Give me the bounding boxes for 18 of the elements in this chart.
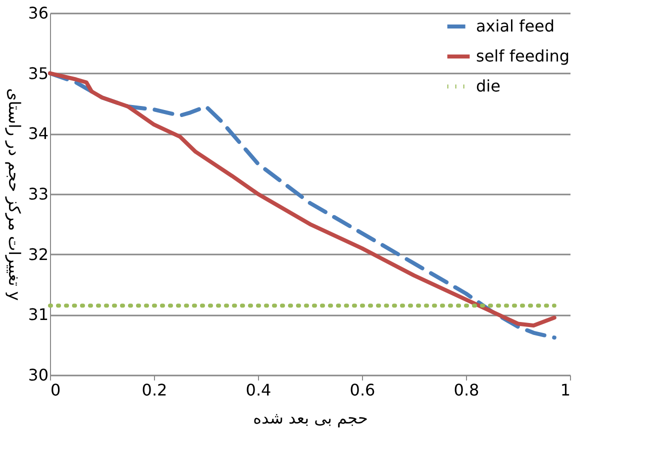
y-tick-label: 32 [28,244,48,264]
legend-label: self feeding [476,46,570,66]
y-tick-label: 30 [28,366,48,384]
y-tick-label: 36 [28,4,48,22]
x-tick-label: 0.6 [350,380,376,400]
y-tick-label: 35 [28,64,48,83]
x-tick-label: 1 [560,380,570,400]
x-tick-label: 0.8 [454,380,480,400]
y-tick-label: 34 [28,124,48,144]
y-axis-title: تغییرات مرکز حجم در راستای y [5,88,24,301]
x-tick-label: 0 [50,380,61,400]
x-axis-title: حجم بی بعد شده [253,408,368,428]
y-tick-label: 31 [28,305,48,324]
x-tick-label: 0.2 [142,380,168,400]
legend-label: die [476,76,500,96]
x-tick-label: 0.4 [246,380,272,400]
y-tick-label: 33 [28,184,48,204]
legend-label: axial feed [476,16,555,36]
